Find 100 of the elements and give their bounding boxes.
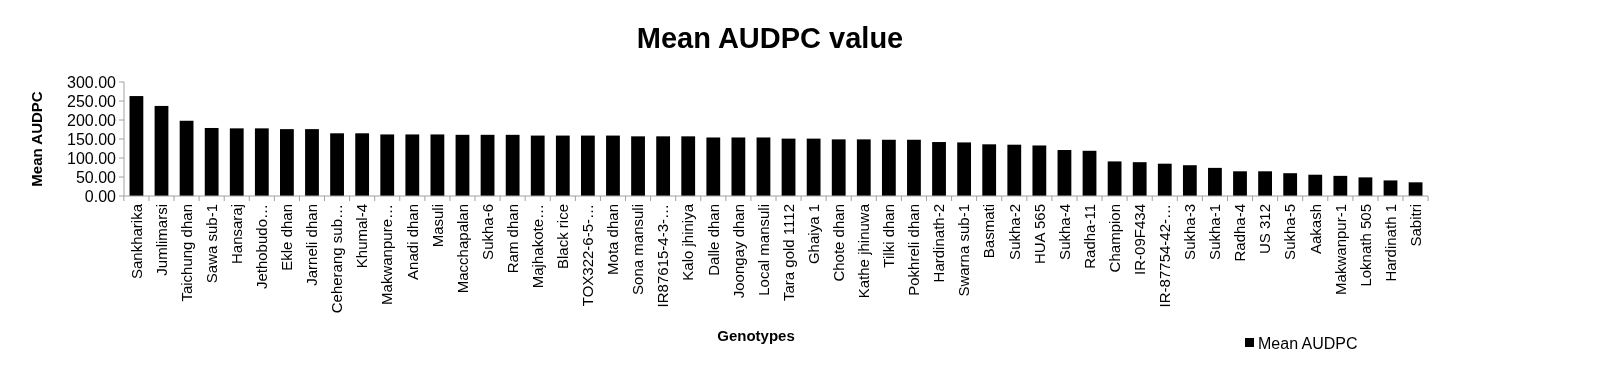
- bar: [430, 134, 445, 196]
- x-tick-label: Loknath 505: [1356, 204, 1374, 287]
- bar: [1082, 150, 1097, 196]
- bar: [330, 133, 344, 196]
- x-tick-label: Hardinath-2: [930, 204, 948, 283]
- x-tick-label: Sukha-6: [478, 204, 496, 260]
- bar: [505, 134, 520, 196]
- x-tick-label: Macchapalan: [453, 204, 471, 294]
- y-tick-label: 200.00: [67, 111, 117, 129]
- bar: [1057, 150, 1072, 196]
- x-tick-label: Masuli: [428, 204, 446, 248]
- bar: [1283, 173, 1298, 196]
- bar: [1383, 180, 1398, 196]
- bar: [831, 139, 846, 196]
- x-tick-label: IR87615-4-3-…: [654, 204, 672, 308]
- x-tick-label: Sona mansuli: [629, 204, 647, 295]
- x-tick-label: Chote dhan: [829, 204, 847, 282]
- y-tick-label: 100.00: [67, 149, 117, 167]
- bar: [606, 135, 620, 196]
- x-tick-label: Dalle dhan: [704, 204, 722, 276]
- x-tick-label: Hardinath 1: [1381, 204, 1399, 282]
- x-tick-label: Radha-4: [1231, 204, 1249, 262]
- y-tick-label: 250.00: [67, 92, 117, 110]
- x-tick-label: TOX322-6-5-…: [579, 204, 597, 307]
- x-tick-label: Tara gold 1112: [779, 204, 797, 302]
- bar: [405, 134, 420, 196]
- bar: [681, 136, 696, 196]
- x-axis-title: Genotypes: [717, 327, 795, 344]
- bar: [1182, 165, 1197, 196]
- x-tick-label: Hansaraj: [227, 204, 245, 265]
- x-tick-label: Jumlimarsi: [152, 204, 170, 276]
- bar: [1208, 167, 1222, 196]
- x-tick-label: Kathe jhinuwa: [855, 203, 873, 299]
- x-tick-label: Ram dhan: [503, 204, 521, 274]
- y-tick-label: 300.00: [67, 73, 117, 91]
- bar: [781, 138, 796, 196]
- bar: [280, 129, 294, 196]
- bar: [1258, 171, 1272, 196]
- x-tick-label: Ekle dhan: [278, 204, 296, 271]
- x-tick-label: Khumal-4: [353, 204, 371, 269]
- x-tick-label: Sukha-5: [1281, 204, 1299, 260]
- x-tick-label: Basmati: [980, 204, 998, 259]
- bar: [254, 128, 269, 196]
- x-tick-label: Majhakote…: [528, 204, 546, 289]
- x-tick-label: Swarna sub-1: [955, 204, 973, 297]
- x-tick-label: US 312: [1256, 204, 1274, 255]
- bar: [856, 139, 871, 196]
- x-tick-label: Mota dhan: [604, 204, 622, 275]
- bar: [631, 136, 645, 196]
- x-tick-label: Sukha-4: [1055, 204, 1073, 260]
- x-tick-label: Tilki dhan: [880, 204, 898, 268]
- bar: [907, 139, 921, 196]
- bar: [1032, 145, 1047, 196]
- x-tick-label: IR-87754-42-…: [1156, 204, 1174, 308]
- x-tick-label: Ceherang sub…: [328, 204, 346, 314]
- x-tick-label: Sawa sub-1: [202, 204, 220, 284]
- bar: [957, 142, 972, 196]
- x-tick-label: Black rice: [554, 204, 572, 270]
- x-tick-label: Taichung dhan: [177, 204, 195, 302]
- bar: [1107, 161, 1122, 196]
- x-tick-label: Makwanpur-1: [1331, 204, 1349, 295]
- x-tick-label: Champion: [1105, 204, 1123, 273]
- bar: [806, 138, 821, 196]
- y-axis-title: Mean AUDPC: [28, 91, 45, 187]
- bar: [932, 142, 946, 196]
- bar: [229, 128, 244, 196]
- bar: [731, 137, 746, 196]
- bar: [154, 105, 169, 196]
- x-tick-label: Sabitri: [1406, 204, 1424, 247]
- bar: [756, 137, 771, 196]
- x-tick-label: HUA 565: [1030, 204, 1048, 265]
- x-tick-label: Ghaiya 1: [804, 204, 822, 265]
- x-tick-label: Joongay dhan: [729, 204, 747, 299]
- bar: [1333, 175, 1348, 196]
- y-tick-label: 50.00: [75, 168, 117, 186]
- bar: [1157, 163, 1172, 196]
- bar: [305, 129, 319, 196]
- bar: [129, 96, 144, 196]
- x-tick-label: Jarneli dhan: [303, 204, 321, 286]
- y-tick-label: 150.00: [67, 130, 117, 148]
- x-tick-label: Makwanpure…: [378, 204, 396, 305]
- bar: [380, 134, 395, 196]
- x-tick-label: Aakash: [1306, 204, 1324, 255]
- bar: [1132, 162, 1147, 196]
- x-tick-label: Sukha-1: [1206, 204, 1224, 260]
- x-tick-label: Sukha-2: [1005, 204, 1023, 260]
- bar: [1233, 171, 1247, 196]
- bar: [455, 134, 470, 196]
- bar: [1007, 144, 1022, 196]
- x-tick-label: Pokhreli dhan: [905, 204, 923, 296]
- chart-title: Mean AUDPC value: [636, 22, 904, 54]
- y-tick-label: 0.00: [84, 187, 117, 205]
- x-tick-label: Radha-11: [1080, 204, 1098, 269]
- bar: [1308, 174, 1323, 196]
- bar: [179, 120, 194, 196]
- x-tick-label: Jethobudo…: [253, 204, 271, 290]
- x-tick-label: Sukha-3: [1181, 204, 1199, 260]
- bar: [580, 135, 595, 196]
- bar: [555, 135, 570, 196]
- legend-label: Mean AUDPC: [1258, 334, 1358, 352]
